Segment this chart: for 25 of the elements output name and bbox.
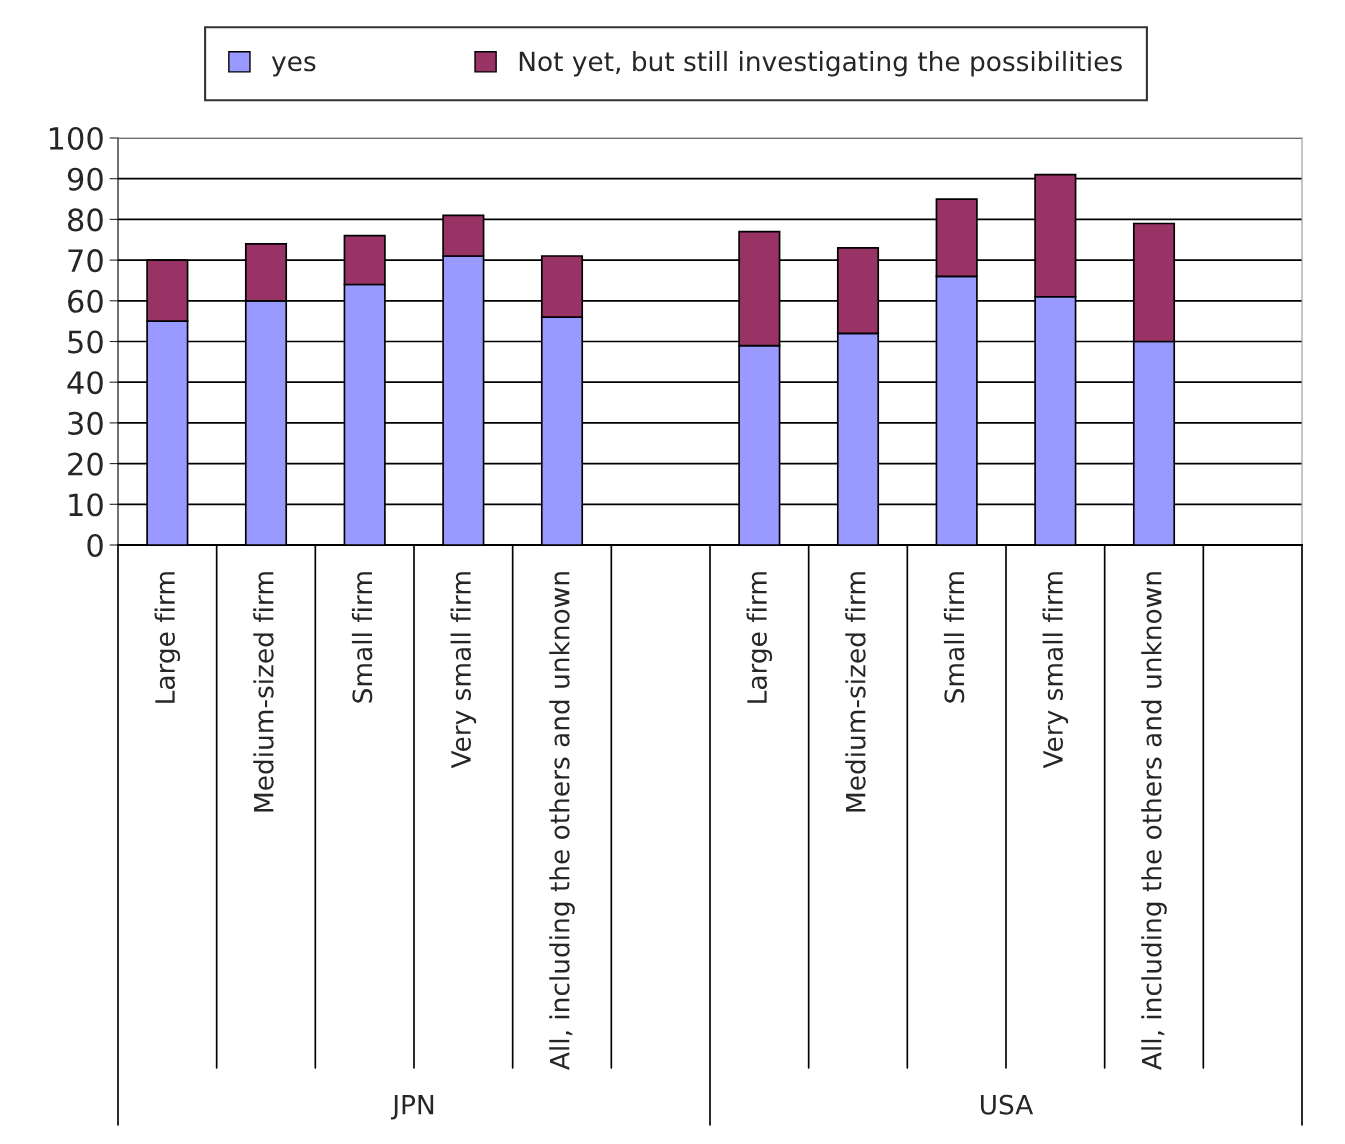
y-tick-label: 60 [68, 289, 103, 313]
legend-label: yes [271, 56, 316, 77]
x-tick-label: Small firm [351, 572, 373, 703]
y-tick-label: 20 [68, 452, 103, 476]
text: USA [980, 1094, 1034, 1115]
y-tick-label: 0 [87, 533, 103, 558]
x-tick-label: All, including the others and unknown [549, 572, 575, 1070]
legend-label: Not yet, but still investigating the possibilities [519, 50, 1122, 77]
text: JPN [390, 1095, 434, 1120]
x-tick-label: Large firm [154, 572, 181, 703]
x-tick-label: Medium-sized firm [845, 572, 866, 812]
x-tick-label: Very small firm [1042, 572, 1069, 769]
x-tick-label: Very small firm [450, 572, 477, 769]
y-tick-label: 90 [67, 167, 103, 191]
y-tick-label: 70 [68, 249, 103, 273]
y-tick-label: 50 [68, 330, 103, 354]
y-tick-label: 100 [49, 126, 103, 151]
y-tick-label: 40 [67, 371, 103, 395]
x-tick-label: Small firm [943, 572, 965, 703]
x-tick-label: Medium-sized firm [253, 572, 274, 812]
y-tick-label: 10 [69, 493, 103, 517]
y-tick-label: 30 [68, 411, 103, 435]
y-tick-label: 80 [68, 208, 103, 232]
x-tick-label: All, including the others and unknown [1141, 572, 1167, 1070]
x-tick-label: Large firm [746, 572, 773, 703]
